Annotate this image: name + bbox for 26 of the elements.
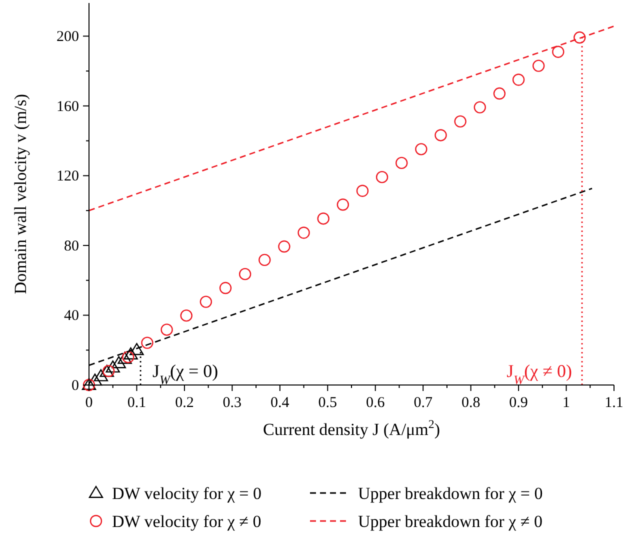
x-axis-title: Current density J (A/μm$^{2}$) bbox=[262, 417, 440, 439]
x-tick-label: 0.9 bbox=[509, 395, 528, 411]
legend-label: DW velocity for χ = 0 bbox=[112, 484, 262, 503]
x-tick-label: 1.1 bbox=[604, 395, 624, 411]
y-tick-label: 120 bbox=[56, 168, 79, 185]
x-tick-label: 0.1 bbox=[127, 395, 146, 411]
legend-label: Upper breakdown for χ = 0 bbox=[358, 484, 543, 503]
y-axis-title: Domain wall velocity v (m/s) bbox=[11, 94, 30, 294]
legend-label: DW velocity for χ ≠ 0 bbox=[112, 512, 262, 531]
y-tick-label: 40 bbox=[64, 308, 79, 324]
annotation: J$_{W}$(χ = 0) bbox=[152, 361, 218, 387]
x-tick-label: 0.4 bbox=[270, 395, 290, 411]
y-tick-label: 80 bbox=[64, 238, 79, 254]
x-tick-label: 0.6 bbox=[366, 395, 386, 411]
x-tick-label: 0.5 bbox=[318, 395, 338, 411]
x-tick-label: 0.7 bbox=[414, 395, 433, 411]
y-tick-label: 200 bbox=[56, 29, 79, 46]
x-tick-label: 1 bbox=[562, 395, 570, 411]
x-tick-label: 0 bbox=[85, 395, 93, 411]
annotation: J$_{W}$(χ ≠ 0) bbox=[506, 361, 572, 387]
y-tick-label: 0 bbox=[72, 378, 79, 394]
legend-label: Upper breakdown for χ ≠ 0 bbox=[358, 512, 542, 531]
x-tick-label: 0.2 bbox=[175, 395, 194, 411]
x-tick-label: 0.3 bbox=[222, 395, 242, 411]
x-tick-label: 0.8 bbox=[461, 395, 480, 411]
y-tick-label: 160 bbox=[56, 98, 79, 115]
